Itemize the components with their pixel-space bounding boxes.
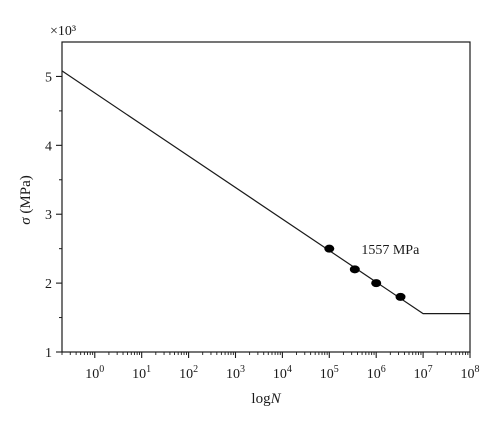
x-tick-label: 101 [132,364,151,382]
plot-frame [61,41,471,353]
series-layer: 1557 MPa [61,70,470,315]
data-point [371,279,382,288]
y-axis-ticks: 1 2 3 4 5 [45,70,62,361]
x-tick-label: 108 [461,364,480,382]
x-axis-label: logN [251,391,281,407]
data-point [395,292,406,301]
y-tick-label: 3 [45,208,52,223]
y-multiplier-label: ×10³ [50,24,76,39]
x-tick-label: 103 [226,364,245,382]
x-tick-label: 102 [179,364,198,382]
y-tick-label: 1 [45,346,52,361]
sn-curve-line [61,70,470,315]
y-tick-label: 5 [45,70,52,85]
x-tick-label: 107 [414,364,433,382]
x-tick-label: 104 [273,364,292,382]
x-tick-label: 106 [367,364,386,382]
x-axis-ticks: 100 101 102 103 104 105 106 107 108 [61,352,480,382]
data-point [349,265,360,274]
data-point [324,244,335,253]
y-tick-label: 4 [45,139,52,154]
endurance-limit-annotation: 1557 MPa [361,243,420,258]
y-tick-label: 2 [45,277,52,292]
x-tick-label: 105 [320,364,339,382]
x-tick-label: 100 [85,364,104,382]
y-axis-label: σ (MPa) [18,175,34,224]
